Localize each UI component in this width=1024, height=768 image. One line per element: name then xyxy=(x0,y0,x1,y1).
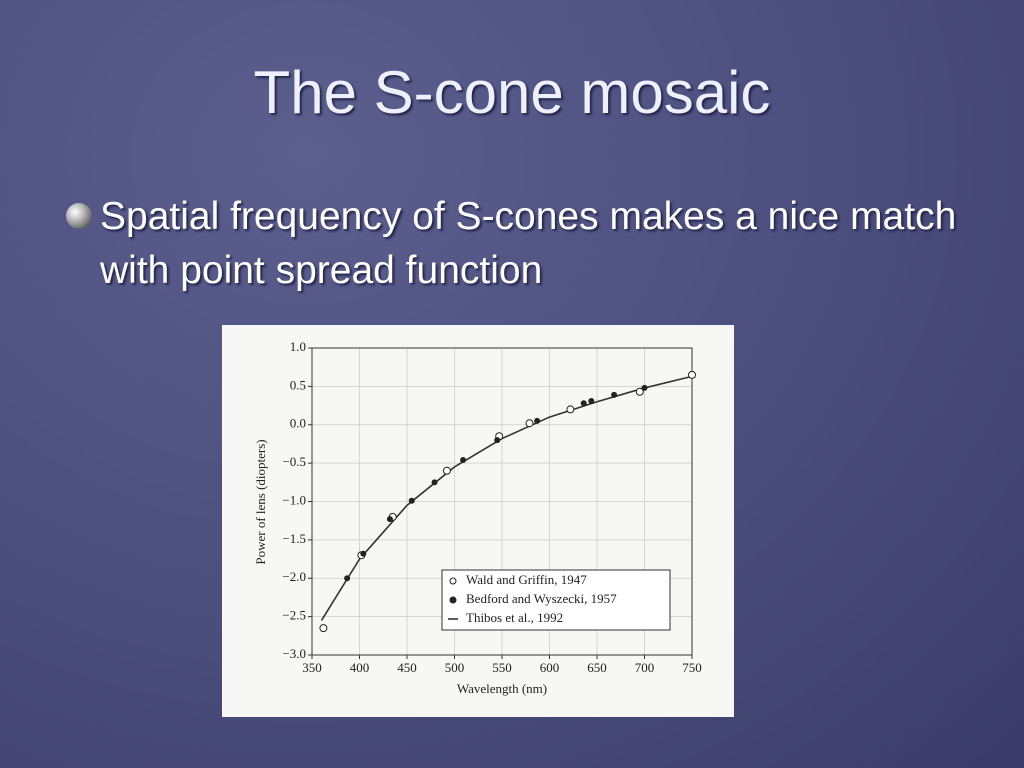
legend-key xyxy=(449,577,457,585)
y-axis-label: Power of lens (diopters) xyxy=(253,439,268,564)
point xyxy=(442,466,451,475)
point xyxy=(641,384,648,391)
x-tick-label: 600 xyxy=(540,660,560,675)
point xyxy=(494,437,501,444)
bullet-text: Spatial frequency of S-cones makes a nic… xyxy=(100,195,957,292)
legend-label: Thibos et al., 1992 xyxy=(466,610,563,625)
y-tick-label: 1.0 xyxy=(290,339,306,354)
x-tick-label: 550 xyxy=(492,660,512,675)
point xyxy=(580,400,587,407)
y-tick-label: −1.5 xyxy=(282,531,306,546)
chart-background xyxy=(222,325,734,717)
bullet-icon xyxy=(66,203,92,229)
point xyxy=(525,419,534,428)
x-tick-label: 750 xyxy=(682,660,702,675)
y-tick-label: −0.5 xyxy=(282,454,306,469)
y-tick-label: 0.0 xyxy=(290,416,306,431)
point xyxy=(611,391,618,398)
point xyxy=(588,397,595,404)
x-tick-label: 700 xyxy=(635,660,655,675)
legend-label: Wald and Griffin, 1947 xyxy=(466,572,587,587)
point xyxy=(566,405,575,414)
point xyxy=(460,457,467,464)
point xyxy=(635,387,644,396)
plot-frame xyxy=(311,347,693,656)
point xyxy=(688,370,696,379)
y-tick-label: −2.0 xyxy=(282,569,306,584)
point xyxy=(344,575,351,582)
x-tick-label: 500 xyxy=(445,660,465,675)
y-tick-label: −2.5 xyxy=(282,608,306,623)
point xyxy=(319,624,328,633)
x-tick-label: 350 xyxy=(302,660,322,675)
legend-box xyxy=(441,569,671,631)
point xyxy=(534,417,541,424)
x-tick-label: 650 xyxy=(587,660,607,675)
point xyxy=(360,550,367,557)
point xyxy=(408,497,415,504)
point xyxy=(386,516,393,523)
point xyxy=(431,479,438,486)
x-axis-label: Wavelength (nm) xyxy=(457,681,547,696)
x-tick-label: 450 xyxy=(397,660,417,675)
slide-title: The S-cone mosaic xyxy=(253,59,771,126)
x-tick-label: 400 xyxy=(350,660,370,675)
y-tick-label: −3.0 xyxy=(282,646,306,661)
legend-label: Bedford and Wyszecki, 1957 xyxy=(466,591,617,606)
y-tick-label: 0.5 xyxy=(290,377,306,392)
y-tick-label: −1.0 xyxy=(282,492,306,507)
legend-key xyxy=(449,596,457,604)
